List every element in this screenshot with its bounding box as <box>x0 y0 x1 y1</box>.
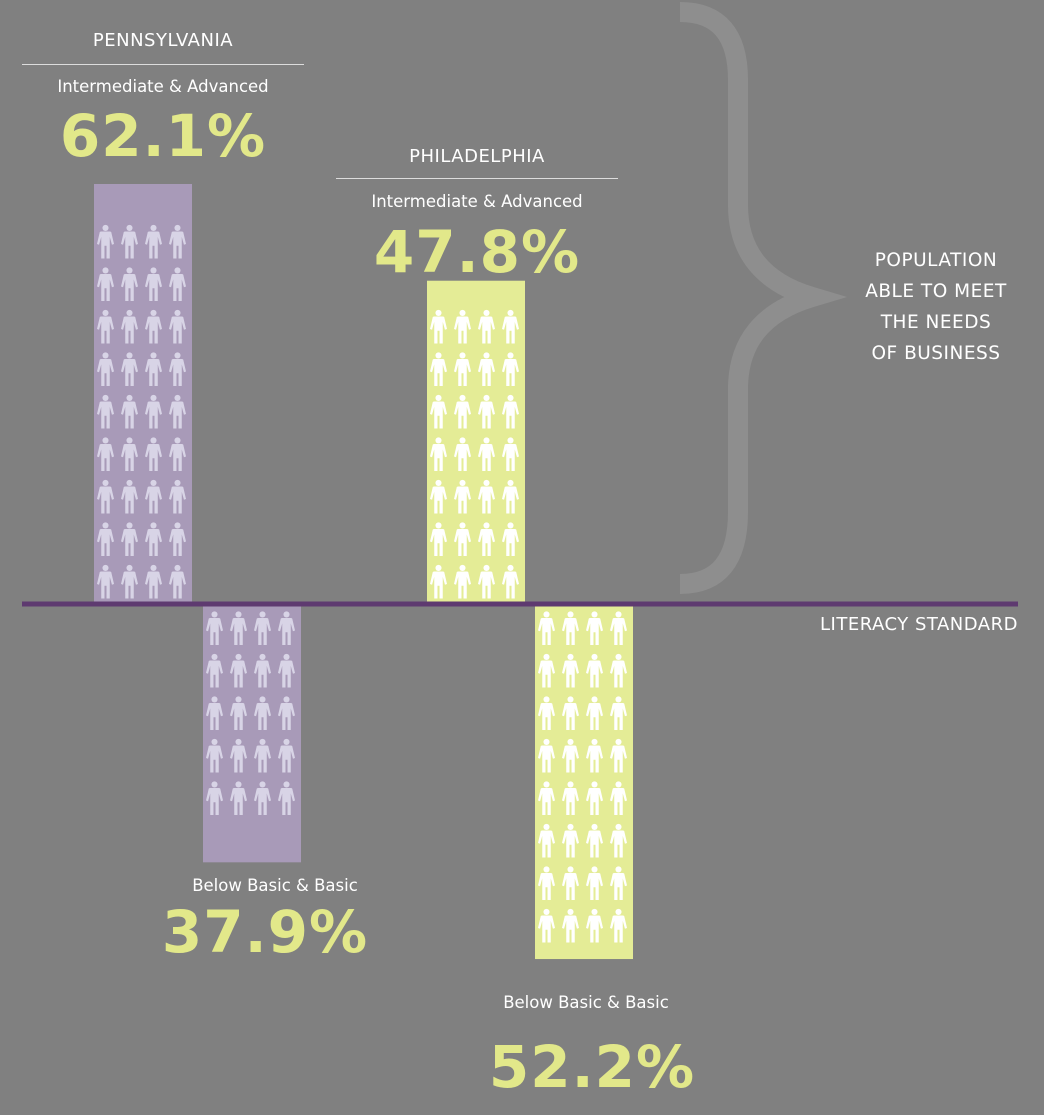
pennsylvania-above-label: Intermediate & Advanced <box>57 77 269 96</box>
philadelphia-below-value: 52.2% <box>488 1033 696 1101</box>
philadelphia-above-value: 47.8% <box>373 218 581 286</box>
pennsylvania-below-bar <box>203 606 301 863</box>
population-line-2: ABLE TO MEET <box>865 281 1007 302</box>
philadelphia-title: PHILADELPHIA <box>409 146 545 167</box>
literacy-standard-label: LITERACY STANDARD <box>820 614 1018 635</box>
pennsylvania-divider <box>22 64 304 65</box>
philadelphia-above-label: Intermediate & Advanced <box>371 192 583 211</box>
population-line-1: POPULATION <box>874 250 998 271</box>
population-annotation: POPULATION ABLE TO MEET THE NEEDS OF BUS… <box>836 245 1036 369</box>
pennsylvania-title: PENNSYLVANIA <box>92 30 234 51</box>
population-line-3: THE NEEDS <box>880 312 992 333</box>
population-line-4: OF BUSINESS <box>871 343 1001 364</box>
pennsylvania-below-value: 37.9% <box>161 898 369 966</box>
pennsylvania-below-label: Below Basic & Basic <box>192 876 358 895</box>
philadelphia-divider <box>336 178 618 179</box>
philadelphia-below-label: Below Basic & Basic <box>503 993 669 1012</box>
pennsylvania-above-value: 62.1% <box>59 102 267 170</box>
curly-brace-icon <box>679 2 848 594</box>
